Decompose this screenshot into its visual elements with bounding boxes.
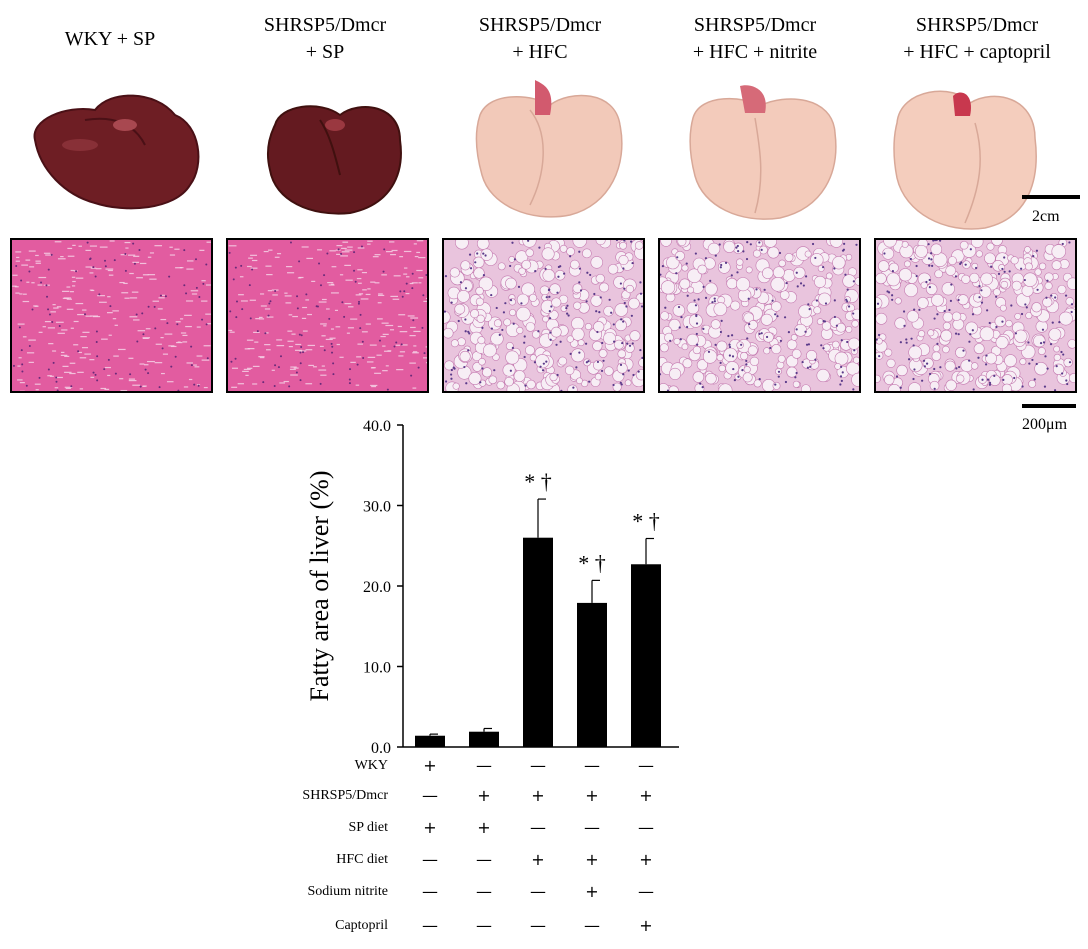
- treatment-mark: —: [638, 818, 654, 837]
- treatment-mark: —: [530, 916, 546, 935]
- treatment-row-label: SHRSP5/Dmcr: [302, 788, 388, 803]
- treatment-mark: —: [584, 818, 600, 837]
- treatment-mark: +: [639, 916, 653, 935]
- y-tick-label: 0.0: [371, 740, 391, 757]
- liver-photo-2: [266, 105, 402, 215]
- histology-panel-4: [658, 238, 861, 393]
- treatment-mark: —: [476, 882, 492, 901]
- treatment-mark: —: [422, 882, 438, 901]
- treatment-mark: +: [423, 818, 437, 837]
- treatment-row-label: HFC diet: [336, 852, 388, 867]
- group-label-4: SHRSP5/Dmcr + HFC + nitrite: [650, 12, 860, 66]
- histology-panel-5: [874, 238, 1077, 393]
- bar: [469, 731, 499, 747]
- group-label-5-line1: SHRSP5/Dmcr: [915, 14, 1039, 36]
- treatment-mark: —: [476, 850, 492, 869]
- liver-photo-2-shape: [266, 105, 402, 215]
- treatment-mark: +: [585, 882, 599, 901]
- group-label-2-line2: + SP: [305, 41, 345, 63]
- group-label-4-line1: SHRSP5/Dmcr: [693, 14, 817, 36]
- liver-photo-5: [893, 90, 1037, 230]
- treatment-mark: +: [531, 850, 545, 869]
- y-tick-label: 40.0: [363, 418, 391, 435]
- treatment-row-label: Sodium nitrite: [307, 884, 389, 899]
- group-label-3-line2: + HFC: [512, 41, 568, 63]
- significance-label: * †: [632, 509, 660, 534]
- significance-label: * †: [578, 550, 606, 575]
- liver-scale-label: 2cm: [1032, 208, 1060, 225]
- treatment-mark: —: [638, 756, 654, 775]
- group-label-5: SHRSP5/Dmcr + HFC + captopril: [866, 12, 1088, 66]
- group-label-2: SHRSP5/Dmcr + SP: [220, 12, 430, 66]
- treatment-mark: —: [530, 818, 546, 837]
- treatment-mark: +: [531, 786, 545, 805]
- group-label-1-line1: WKY + SP: [64, 28, 156, 50]
- treatment-row-label: WKY: [354, 758, 388, 773]
- treatment-row-label: SP diet: [348, 820, 388, 835]
- histology-panel-1: [10, 238, 213, 393]
- bar: [415, 735, 445, 747]
- y-tick-label: 20.0: [363, 579, 391, 596]
- treatment-mark: +: [639, 786, 653, 805]
- treatment-mark: —: [584, 756, 600, 775]
- group-label-3-line1: SHRSP5/Dmcr: [478, 14, 602, 36]
- treatment-mark: +: [639, 850, 653, 869]
- histology-scale-bar: [1022, 404, 1076, 408]
- bar: [577, 602, 607, 747]
- treatment-mark: —: [476, 756, 492, 775]
- group-label-3: SHRSP5/Dmcr + HFC: [440, 12, 640, 66]
- treatment-row-label: Captopril: [335, 918, 388, 933]
- group-label-4-line2: + HFC + nitrite: [692, 41, 818, 63]
- treatment-mark: +: [423, 756, 437, 775]
- treatment-mark: +: [585, 786, 599, 805]
- y-axis-label: Fatty area of liver (%): [305, 470, 334, 701]
- treatment-mark: —: [422, 786, 438, 805]
- treatment-mark: —: [476, 916, 492, 935]
- y-tick-label: 10.0: [363, 660, 391, 677]
- treatment-mark: +: [477, 818, 491, 837]
- bar: [523, 537, 553, 747]
- significance-label: * †: [524, 469, 552, 494]
- histology-scale-label: 200μm: [1022, 416, 1068, 433]
- liver-scale-bar: [1022, 195, 1080, 199]
- y-tick-label: 30.0: [363, 499, 391, 516]
- liver-photo-1: [33, 94, 200, 210]
- liver-photo-4: [689, 85, 837, 220]
- group-label-2-line1: SHRSP5/Dmcr: [263, 14, 387, 36]
- treatment-mark: —: [530, 882, 546, 901]
- treatment-mark: +: [477, 786, 491, 805]
- treatment-mark: —: [638, 882, 654, 901]
- treatment-mark: —: [584, 916, 600, 935]
- treatment-mark: —: [422, 916, 438, 935]
- histology-panel-3: [442, 238, 645, 393]
- liver-photo-3: [475, 80, 623, 218]
- liver-photo-1-shape: [33, 94, 200, 210]
- treatment-mark: —: [422, 850, 438, 869]
- group-label-1: WKY + SP: [10, 26, 210, 53]
- histology-panel-2: [226, 238, 429, 393]
- bar: [631, 564, 661, 747]
- treatment-mark: +: [585, 850, 599, 869]
- treatment-mark: —: [530, 756, 546, 775]
- group-label-5-line2: + HFC + captopril: [903, 41, 1051, 63]
